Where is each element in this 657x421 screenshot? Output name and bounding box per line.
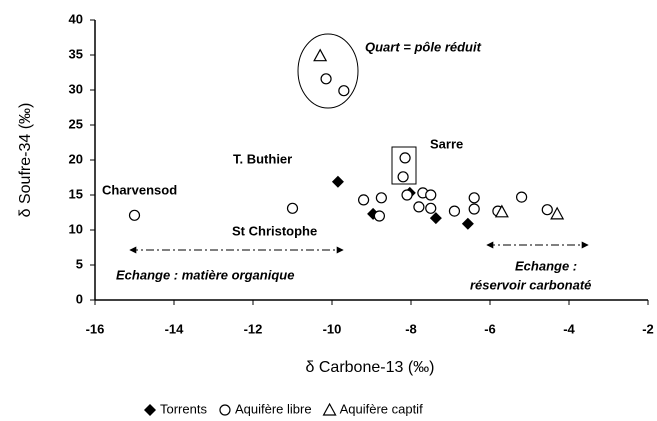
annotation: Echange : matière organique (116, 267, 294, 282)
point (373, 210, 385, 222)
point (313, 48, 328, 62)
x-axis-title: δ Carbone-13 (‰) (306, 359, 435, 376)
y-tick-label: 15 (69, 186, 83, 201)
annotation: St Christophe (232, 223, 317, 238)
point (448, 205, 461, 217)
x-tick-label: -12 (244, 321, 263, 336)
group-ellipse (297, 33, 359, 109)
point (358, 194, 370, 206)
x-tick-label: -2 (642, 321, 654, 336)
point (338, 85, 350, 97)
x-tick-label: -4 (563, 321, 575, 336)
y-tick-label: 5 (76, 256, 83, 271)
point (375, 192, 387, 204)
point (401, 189, 413, 201)
annotation: réservoir carbonaté (470, 277, 591, 292)
y-tick-label: 20 (69, 151, 83, 166)
point (429, 212, 442, 225)
point (425, 189, 437, 201)
point (320, 73, 332, 85)
legend-symbol (219, 404, 231, 416)
point (494, 204, 509, 218)
annotation: Charvensod (102, 182, 177, 197)
y-tick-label: 10 (69, 221, 83, 236)
point (413, 201, 425, 213)
x-tick-label: -16 (86, 321, 105, 336)
y-tick-label: 30 (69, 81, 83, 96)
point (397, 171, 409, 183)
y-tick-label: 0 (76, 291, 83, 306)
annotation: T. Buthier (233, 151, 292, 166)
point (331, 175, 344, 188)
legend-label: Torrents (160, 401, 207, 416)
annotation: Echange : (515, 258, 577, 273)
y-tick-label: 40 (69, 11, 83, 26)
point (399, 152, 411, 164)
y-tick-label: 35 (69, 46, 83, 61)
point (128, 209, 141, 221)
legend-symbol (322, 402, 337, 416)
legend-symbol (144, 404, 156, 416)
legend-label: Aquifère captif (340, 401, 423, 416)
annotation: Quart = pôle réduit (365, 39, 482, 54)
group-box (391, 146, 417, 185)
annotation: Sarre (430, 136, 463, 151)
point (468, 192, 480, 204)
x-tick-label: -6 (484, 321, 496, 336)
point (425, 202, 437, 214)
y-tick-label: 25 (69, 116, 83, 131)
x-tick-label: -14 (165, 321, 185, 336)
point (286, 202, 299, 214)
point (541, 204, 553, 216)
point (461, 217, 474, 230)
point (550, 206, 565, 220)
x-tick-label: -10 (323, 321, 342, 336)
point (515, 191, 528, 203)
x-tick-label: -8 (405, 321, 417, 336)
legend-label: Aquifère libre (235, 401, 312, 416)
point (468, 203, 480, 215)
y-axis-title: δ Soufre-34 (‰) (17, 103, 34, 218)
